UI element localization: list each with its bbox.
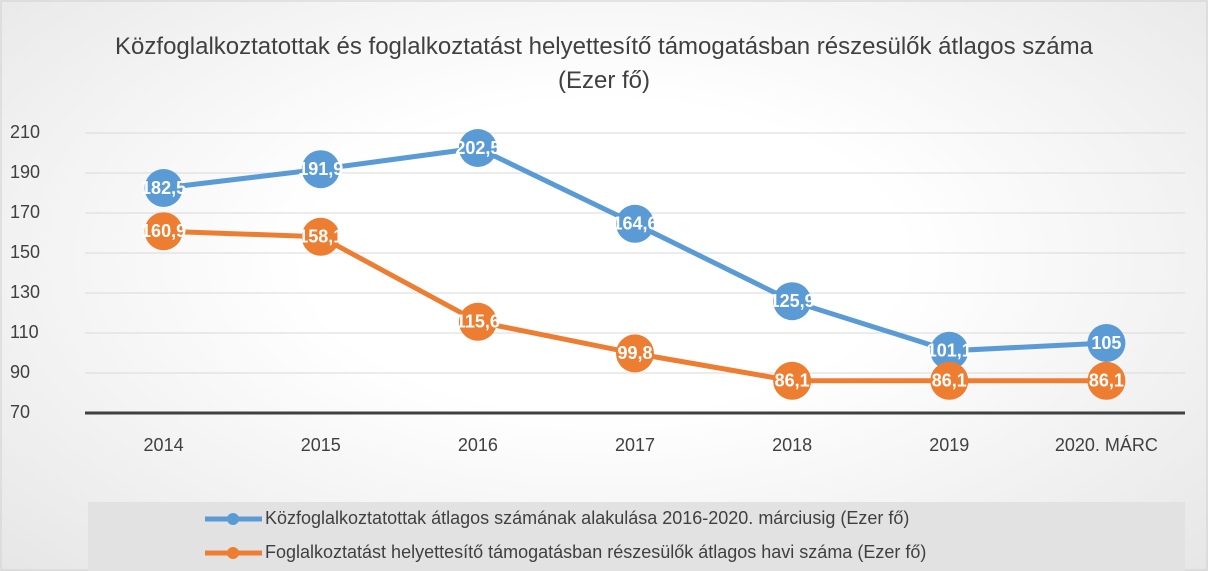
data-point bbox=[773, 282, 812, 321]
legend-box bbox=[88, 502, 1185, 571]
data-label: 160,9 bbox=[141, 221, 186, 241]
x-tick-label: 2020. MÁRC bbox=[1055, 435, 1158, 455]
y-tick-label: 130 bbox=[10, 282, 40, 302]
data-point bbox=[301, 150, 340, 189]
data-label: 182,5 bbox=[141, 178, 186, 198]
data-label: 86,1 bbox=[932, 371, 967, 391]
legend-label: Foglalkoztatást helyettesítő támogatásba… bbox=[265, 542, 926, 562]
data-point bbox=[1087, 324, 1126, 362]
x-tick-label: 2014 bbox=[144, 435, 184, 455]
data-label: 101,1 bbox=[927, 341, 972, 361]
y-tick-label: 110 bbox=[10, 322, 39, 342]
data-label: 164,6 bbox=[612, 214, 657, 234]
data-point bbox=[458, 302, 497, 341]
x-tick-label: 2016 bbox=[458, 435, 498, 455]
data-point bbox=[930, 361, 969, 400]
data-point bbox=[1087, 361, 1126, 400]
data-point bbox=[458, 129, 497, 167]
data-label: 105 bbox=[1091, 333, 1121, 353]
data-point bbox=[930, 331, 969, 370]
data-label: 115,6 bbox=[456, 312, 500, 332]
data-point bbox=[301, 217, 340, 256]
data-label: 99,8 bbox=[617, 343, 652, 363]
legend-label: Közfoglalkoztatottak átlagos számának al… bbox=[265, 508, 909, 528]
chart-title: Közfoglalkoztatottak és foglalkoztatást … bbox=[115, 33, 1093, 94]
data-point bbox=[144, 169, 183, 207]
legend-marker bbox=[227, 513, 239, 525]
y-tick-label: 190 bbox=[10, 162, 40, 182]
y-tick-label: 150 bbox=[10, 242, 40, 262]
data-point bbox=[144, 212, 183, 251]
data-label: 202,5 bbox=[455, 138, 500, 158]
x-tick-label: 2019 bbox=[929, 435, 969, 455]
data-label: 86,1 bbox=[1089, 371, 1124, 391]
y-tick-label: 210 bbox=[10, 122, 40, 142]
data-label: 191,9 bbox=[298, 159, 343, 179]
y-tick-label: 170 bbox=[10, 202, 40, 222]
data-point bbox=[616, 334, 654, 373]
x-tick-label: 2017 bbox=[615, 435, 655, 455]
x-tick-label: 2015 bbox=[301, 435, 341, 455]
legend-marker bbox=[227, 547, 239, 559]
data-label: 158,1 bbox=[298, 227, 343, 247]
data-label: 86,1 bbox=[775, 371, 810, 391]
data-label: 125,9 bbox=[770, 291, 815, 311]
data-point bbox=[616, 204, 654, 243]
data-point bbox=[773, 361, 812, 400]
x-tick-label: 2018 bbox=[772, 435, 812, 455]
y-tick-label: 70 bbox=[10, 402, 30, 422]
y-tick-label: 90 bbox=[10, 362, 30, 382]
